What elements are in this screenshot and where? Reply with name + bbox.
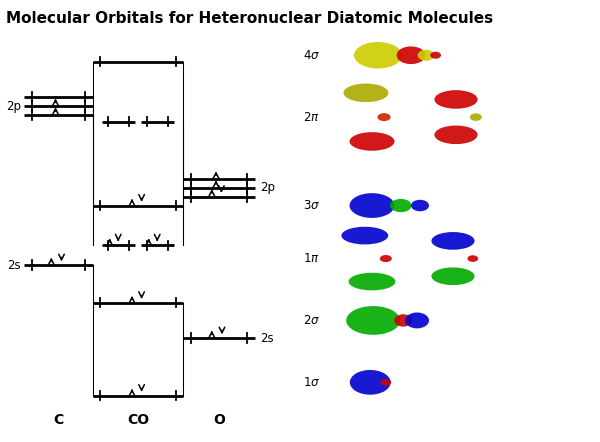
Text: 2$\sigma$: 2$\sigma$ [303,314,320,327]
Ellipse shape [341,227,388,244]
Ellipse shape [434,90,478,109]
Text: 4$\sigma$: 4$\sigma$ [303,49,320,62]
Ellipse shape [349,193,395,218]
Ellipse shape [434,126,478,144]
Ellipse shape [431,232,475,250]
Ellipse shape [350,370,391,395]
Text: 2p: 2p [6,99,21,113]
Text: 3$\sigma$: 3$\sigma$ [303,199,320,212]
Ellipse shape [418,50,434,61]
Ellipse shape [394,314,412,327]
Ellipse shape [343,84,389,102]
Ellipse shape [431,267,475,285]
Text: Molecular Orbitals for Heteronuclear Diatomic Molecules: Molecular Orbitals for Heteronuclear Dia… [6,11,493,26]
Ellipse shape [470,113,482,121]
Ellipse shape [390,199,412,212]
Text: O: O [213,412,225,427]
Ellipse shape [377,113,391,121]
Ellipse shape [349,132,395,151]
Ellipse shape [397,46,425,64]
Ellipse shape [349,273,395,290]
Ellipse shape [405,312,429,328]
Ellipse shape [380,255,392,262]
Ellipse shape [467,255,478,262]
Text: CO: CO [127,412,149,427]
Text: 2$\pi$: 2$\pi$ [303,110,320,124]
Ellipse shape [346,306,400,335]
Text: 2p: 2p [260,181,275,194]
Ellipse shape [354,42,402,69]
Ellipse shape [411,200,429,211]
Text: 1$\pi$: 1$\pi$ [303,252,320,265]
Text: 2s: 2s [7,259,21,272]
Text: 1$\sigma$: 1$\sigma$ [303,376,320,389]
Ellipse shape [430,52,441,59]
Ellipse shape [380,379,391,385]
Text: 2s: 2s [260,332,274,345]
Text: C: C [53,412,64,427]
